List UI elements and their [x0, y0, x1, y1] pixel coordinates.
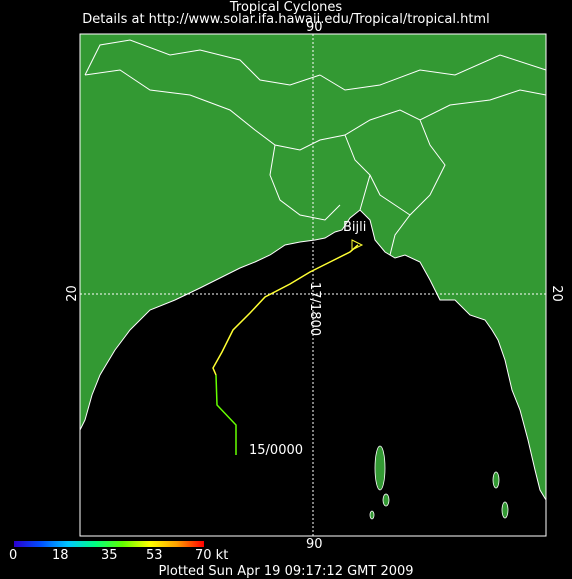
storm-name-label: Bijli [343, 220, 367, 235]
lat-label-left: 20 [64, 285, 80, 302]
land-mass [79, 33, 547, 502]
storm-track-green [215, 374, 237, 455]
wind-speed-colorbar [14, 541, 204, 547]
legend-tick: 53 [146, 548, 163, 563]
storm-track-yellow [212, 244, 359, 376]
legend-tick: 35 [101, 548, 118, 563]
track-end-label: 17/1800 [307, 282, 322, 337]
plot-timestamp: Plotted Sun Apr 19 09:17:12 GMT 2009 [158, 564, 414, 579]
track-start-label: 15/0000 [249, 443, 304, 458]
lon-label-bottom: 90 [306, 537, 323, 552]
details-link[interactable]: Details at http://www.solar.ifa.hawaii.e… [82, 12, 490, 27]
legend-tick: 18 [52, 548, 69, 563]
andaman-islands [369, 445, 509, 520]
lat-label-right: 20 [548, 285, 564, 302]
lon-label-top: 90 [306, 20, 323, 35]
track-end-marker [351, 239, 364, 251]
border-lines [84, 39, 547, 256]
legend-tick: 70 kt [195, 548, 229, 563]
chart-title: Tropical Cyclones [229, 0, 343, 15]
legend-tick: 0 [9, 548, 18, 563]
